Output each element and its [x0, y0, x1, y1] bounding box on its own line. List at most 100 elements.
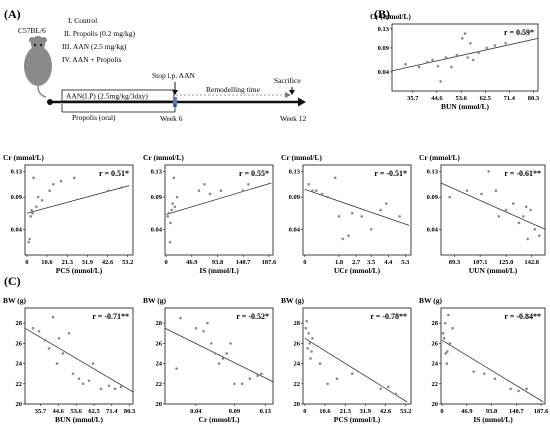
- y-tick-label: 28: [16, 320, 23, 327]
- data-point: [61, 352, 65, 355]
- data-point: [167, 211, 171, 215]
- x-tick-label: 80.3: [124, 408, 136, 415]
- trend-line: [391, 37, 539, 72]
- y-tick-label: 20: [156, 401, 163, 408]
- x-axis-label: IS (mmol/L): [199, 266, 239, 275]
- data-point: [522, 215, 525, 218]
- y-tick-label: 0.13: [378, 26, 390, 33]
- y-tick-label: 0.13: [289, 168, 301, 175]
- y-tick-label: 0.09: [11, 194, 23, 201]
- remodelling-label: Remodelling time: [206, 85, 261, 94]
- data-point: [466, 56, 470, 59]
- data-point: [517, 221, 521, 225]
- data-point: [169, 221, 172, 225]
- x-tick-label: 46.9: [186, 259, 198, 266]
- x-tick-label: 1.8: [335, 259, 344, 266]
- week6-marker: [173, 97, 177, 107]
- data-point: [511, 202, 515, 205]
- data-point: [526, 237, 529, 241]
- data-point: [341, 237, 345, 241]
- y-tick-label: 24: [156, 361, 163, 368]
- x-tick-label: 140.7: [509, 408, 524, 415]
- y-tick-label: 22: [156, 381, 163, 388]
- data-point: [107, 189, 110, 193]
- plot-frame: [391, 23, 539, 92]
- data-point: [441, 331, 445, 335]
- x-tick-label: 142.8: [524, 259, 539, 266]
- y-tick-label: 0.04: [11, 226, 23, 233]
- plot-frame: [164, 164, 274, 256]
- data-point: [175, 367, 178, 370]
- x-tick-label: 42.6: [102, 259, 114, 266]
- data-point: [417, 65, 421, 69]
- group-4-label: IV. AAN + Propolis: [62, 55, 122, 64]
- data-point: [318, 362, 322, 365]
- data-point: [175, 195, 179, 199]
- y-axis-label: BW (g): [3, 296, 26, 305]
- x-tick-label: 5.3: [401, 259, 410, 266]
- y-tick-label: 0.04: [378, 69, 390, 76]
- data-point: [307, 331, 310, 335]
- data-point: [248, 377, 252, 381]
- x-tick-label: 53.6: [456, 95, 468, 102]
- data-point: [487, 170, 490, 173]
- data-point: [493, 44, 497, 47]
- plot-b2: 0.04 0.09 0.13 0 10.6 21.3 31.9 42.6 53.2 Cr (mmo…: [3, 153, 134, 275]
- data-point: [72, 176, 76, 180]
- data-point: [217, 362, 221, 365]
- data-point: [35, 205, 38, 209]
- data-point: [477, 51, 480, 55]
- x-tick-label: 0.09: [229, 408, 241, 415]
- data-point: [469, 41, 472, 45]
- data-point: [37, 329, 41, 333]
- y-tick-label: 26: [156, 340, 163, 347]
- data-point: [404, 62, 407, 66]
- data-point: [113, 387, 117, 391]
- trend-line: [165, 182, 272, 215]
- y-axis-label: BW (g): [419, 296, 442, 305]
- data-point: [256, 374, 259, 378]
- panel-c-label: (C): [4, 274, 21, 288]
- x-tick-label: 0: [440, 408, 443, 415]
- data-point: [213, 352, 217, 355]
- data-point: [529, 208, 532, 212]
- x-tick-label: 44.6: [53, 408, 65, 415]
- data-point: [493, 377, 497, 381]
- data-point: [107, 384, 111, 388]
- data-point: [30, 208, 33, 212]
- panel-b-label: (B): [374, 7, 390, 21]
- y-axis-label: Cr (mmol/L): [143, 153, 184, 162]
- y-axis-label: BW (g): [281, 296, 304, 305]
- x-axis-label: UCr (mmol/L): [334, 266, 381, 275]
- data-point: [52, 182, 55, 186]
- x-tick-label: 125.0: [499, 259, 514, 266]
- x-tick-label: 0: [303, 408, 306, 415]
- y-tick-label: 28: [156, 320, 163, 327]
- x-tick-label: 10.6: [41, 259, 53, 266]
- data-point: [31, 326, 35, 330]
- data-point: [81, 382, 85, 386]
- data-point: [425, 60, 429, 64]
- data-point: [99, 387, 103, 391]
- y-tick-label: 0.13: [11, 168, 23, 175]
- data-point: [465, 189, 469, 193]
- y-tick-label: 0.09: [427, 194, 439, 201]
- data-point: [447, 313, 450, 317]
- x-tick-label: 0: [25, 259, 28, 266]
- data-point: [179, 316, 182, 320]
- x-tick-label: 187.6: [534, 408, 549, 415]
- data-point: [444, 352, 448, 355]
- data-point: [247, 182, 250, 186]
- correlation-label: r = -0.78**: [370, 312, 407, 321]
- data-point: [460, 37, 464, 40]
- panel-a-label: (A): [4, 7, 21, 21]
- y-axis-label: Cr (mmol/L): [3, 153, 44, 162]
- data-point: [260, 372, 263, 375]
- data-point: [197, 189, 201, 193]
- mouse-strain-label: C57BL/6: [18, 26, 46, 35]
- y-tick-label: 0.04: [289, 226, 301, 233]
- data-point: [504, 208, 508, 212]
- data-point: [335, 377, 339, 381]
- y-tick-label: 22: [16, 381, 23, 388]
- data-point: [305, 319, 309, 323]
